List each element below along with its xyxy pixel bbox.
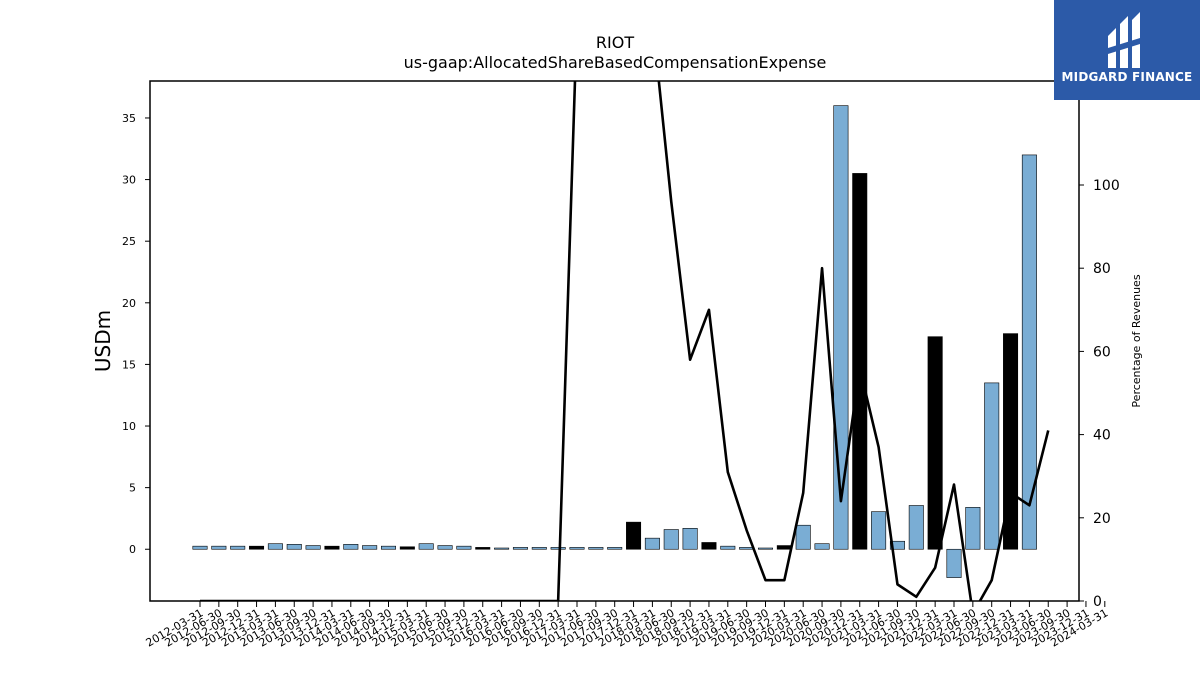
bar-2019-06-30 (739, 547, 755, 550)
bar-2020-09-30 (833, 105, 849, 550)
bar-2016-12-31 (550, 547, 566, 550)
bar-2022-06-30 (965, 507, 981, 550)
bar-2015-06-30 (437, 545, 453, 550)
bar-2014-03-31 (343, 544, 359, 550)
bar-2017-03-31 (569, 547, 585, 550)
bar-series (192, 105, 1037, 578)
y-axis-label: USDm (91, 310, 115, 372)
left-tick-label: 25 (122, 235, 136, 248)
bar-2017-12-31 (626, 521, 642, 550)
logo-text: MIDGARD FINANCE (1061, 70, 1193, 84)
bar-2014-12-31 (399, 546, 415, 550)
bar-2015-03-31 (418, 543, 434, 550)
left-tick-label: 15 (122, 358, 136, 371)
left-tick-label: 30 (122, 174, 136, 187)
bar-2019-03-31 (720, 545, 736, 550)
bar-2016-03-31 (494, 547, 510, 550)
bar-2018-09-30 (682, 527, 698, 550)
right-tick-label: 20 (1093, 511, 1111, 527)
bar-2019-12-31 (776, 545, 792, 550)
left-tick-label: 5 (129, 482, 136, 495)
bar-2018-12-31 (701, 542, 717, 550)
left-tick-label: 0 (129, 543, 136, 556)
left-tick-label: 10 (122, 420, 136, 433)
bar-2020-06-30 (814, 543, 830, 550)
bar-2022-09-30 (984, 382, 1000, 550)
left-tick-label: 20 (122, 297, 136, 310)
bar-2013-06-30 (286, 544, 302, 550)
right-tick-label: 60 (1093, 344, 1111, 360)
bar-2021-06-30 (889, 540, 905, 550)
bar-2013-03-31 (267, 543, 283, 550)
y2-axis-label: Percentage of Revenues (1130, 274, 1143, 407)
right-tick-label: 0 (1093, 594, 1102, 610)
chart-title: RIOT (596, 33, 634, 52)
right-tick-label: 100 (1093, 178, 1120, 194)
bar-2018-03-31 (644, 537, 660, 550)
bar-2023-03-31 (1021, 154, 1037, 550)
right-tick-label: 80 (1093, 261, 1111, 277)
brand-logo: MIDGARD FINANCE (1054, 0, 1200, 100)
bar-2016-09-30 (531, 547, 547, 550)
bar-2021-09-30 (908, 505, 924, 550)
right-tick-label: 40 (1093, 428, 1111, 444)
bar-2020-12-31 (852, 173, 868, 550)
bar-2013-09-30 (305, 545, 321, 550)
bar-2020-03-31 (795, 524, 811, 550)
bar-2014-09-30 (380, 545, 396, 550)
bar-2019-09-30 (757, 547, 773, 550)
bar-2012-09-30 (230, 545, 246, 550)
bar-2012-06-30 (211, 545, 227, 550)
left-tick-label: 35 (122, 112, 136, 125)
bar-2021-12-31 (927, 336, 943, 550)
bar-2012-12-31 (249, 545, 265, 550)
bar-2022-03-31 (946, 548, 962, 578)
line-series (200, 81, 1050, 601)
percentage-line (200, 81, 1050, 601)
right-axis-ticks: 0 20 40 60 80 100 (1079, 178, 1120, 610)
bar-2017-06-30 (588, 547, 604, 550)
bar-2016-06-30 (512, 547, 528, 550)
bar-2014-06-30 (362, 545, 378, 550)
bar-2012-03-31 (192, 545, 208, 550)
bar-2013-12-31 (324, 545, 340, 550)
bar-2015-12-31 (475, 547, 491, 550)
bar-2021-03-31 (871, 511, 887, 550)
bar-2017-09-30 (607, 547, 623, 550)
chart-subtitle: us-gaap:AllocatedShareBasedCompensationE… (404, 53, 827, 72)
x-axis-ticks: 2012-03-312012-06-302012-09-302012-12-31… (144, 601, 1110, 650)
midgard-logo-icon (1108, 12, 1140, 68)
bar-2018-06-30 (663, 529, 679, 550)
bar-2015-09-30 (456, 545, 472, 550)
left-axis-ticks: 0 5 10 15 20 25 30 35 (122, 112, 150, 556)
